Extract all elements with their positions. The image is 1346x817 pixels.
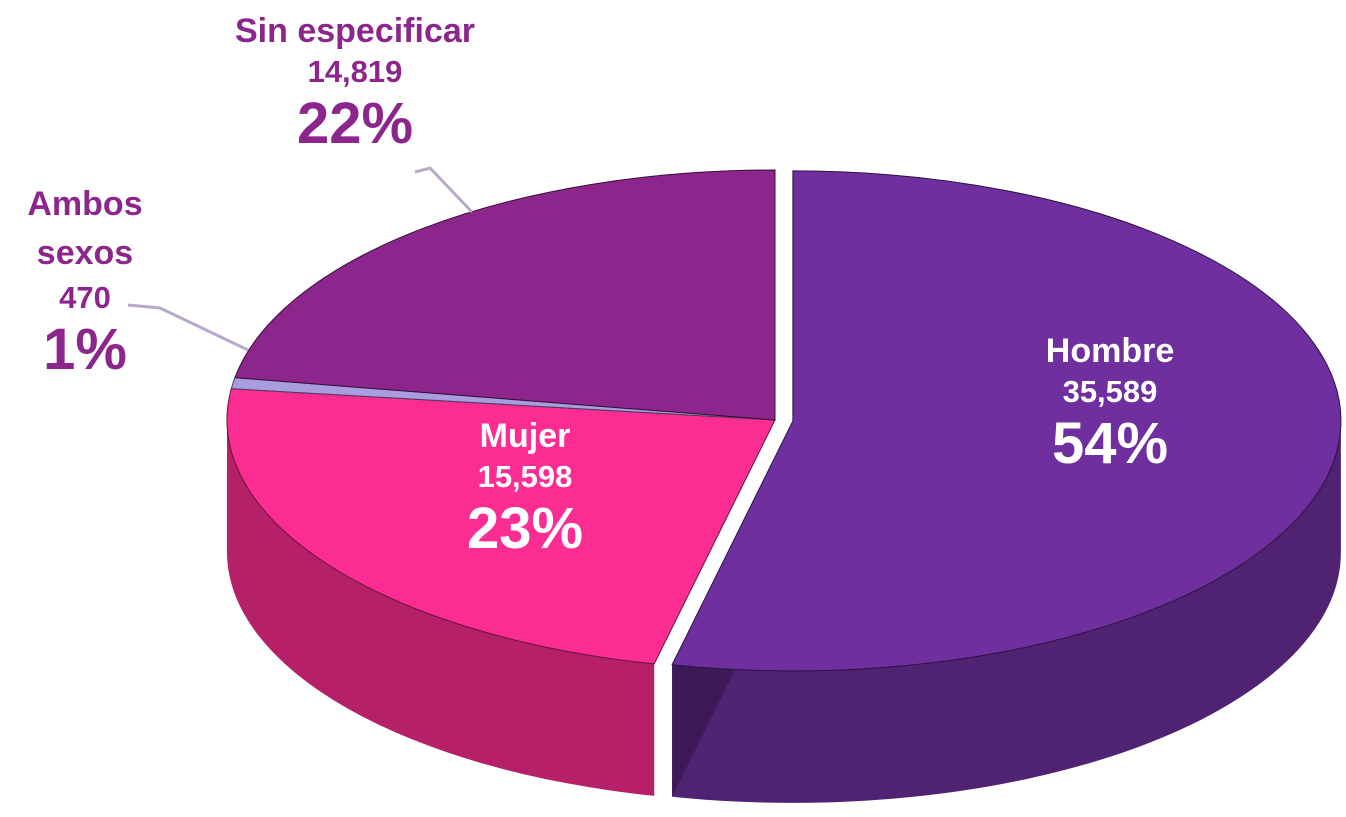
slice-label: Hombre 35,589 54%	[1000, 330, 1220, 478]
slice-side	[672, 420, 1341, 803]
slice-label: Sin especificar 14,819 22%	[190, 10, 520, 158]
value-label: 470	[59, 279, 111, 315]
category-label: Hombre	[1045, 332, 1175, 370]
percent-label: 22%	[296, 91, 414, 157]
slice	[671, 170, 1342, 672]
percent-label: 54%	[1051, 411, 1169, 477]
percent-label: 1%	[43, 317, 127, 383]
leader-line	[414, 166, 474, 214]
value-label: 35,589	[1062, 373, 1158, 409]
category-label: Ambos sexos	[27, 185, 143, 273]
category-label: Sin especificar	[234, 12, 475, 50]
slice-side	[227, 420, 655, 796]
percent-label: 23%	[466, 496, 584, 562]
slice	[226, 388, 776, 665]
value-label: 14,819	[307, 53, 403, 89]
value-label: 15,598	[477, 458, 573, 494]
slice	[234, 169, 776, 421]
leader-line	[127, 303, 249, 352]
category-label: Mujer	[479, 417, 571, 455]
slice-label: Mujer 15,598 23%	[410, 415, 640, 563]
slice-label: Ambos sexos 470 1%	[5, 180, 165, 384]
